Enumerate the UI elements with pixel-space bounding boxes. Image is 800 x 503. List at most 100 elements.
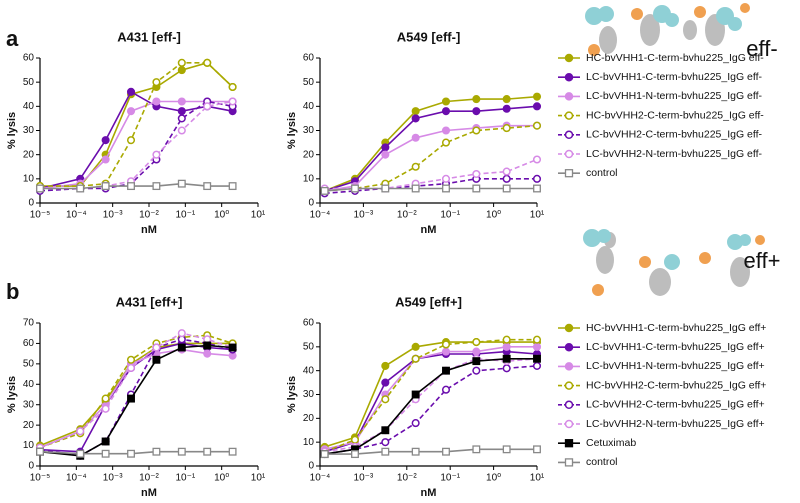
x-tick-label: 10⁰	[486, 473, 501, 484]
y-tick-label: 40	[23, 101, 35, 112]
series-line	[324, 357, 537, 455]
antibody-icons-eff-minus	[585, 3, 750, 56]
y-tick-label: 40	[303, 101, 315, 112]
y-tick-label: 40	[23, 379, 35, 390]
series-line	[39, 90, 233, 190]
data-point	[472, 366, 481, 375]
data-point	[441, 174, 451, 183]
x-tick-label: 10⁻⁴	[310, 473, 331, 484]
data-point	[381, 426, 390, 435]
data-point	[472, 184, 481, 193]
x-tick-label: 10⁻⁴	[66, 210, 87, 221]
data-point	[381, 143, 390, 152]
data-point	[411, 184, 420, 193]
data-point	[76, 449, 85, 458]
data-point	[381, 378, 390, 387]
data-point	[320, 186, 329, 195]
data-point	[177, 126, 186, 135]
y-tick-label: 20	[23, 149, 35, 160]
data-point	[36, 447, 44, 456]
x-tick-label: 10¹	[251, 210, 266, 221]
legend-label: LC-bvVHH1-N-term-bvhu225_IgG eff-	[586, 90, 763, 102]
data-point	[203, 447, 212, 456]
y-tick-label: 50	[303, 341, 315, 352]
legend-marker	[564, 342, 574, 352]
data-point	[228, 343, 237, 352]
series-line	[324, 357, 538, 453]
y-tick-label: 70	[23, 318, 35, 329]
data-point	[177, 58, 186, 67]
legend-label: LC-bvVHH2-C-term-bvhu225_IgG eff-	[586, 129, 763, 141]
legend-label: HC-bvVHH2-C-term-bvhu225_IgG eff+	[586, 379, 766, 391]
series-line	[40, 100, 233, 190]
legend-marker	[564, 458, 574, 467]
series-line	[39, 100, 233, 192]
data-point	[76, 184, 85, 193]
x-tick-label: 10⁻²	[139, 210, 159, 221]
x-tick-label: 10⁻²	[397, 473, 417, 484]
data-point	[177, 66, 186, 75]
legend-label: control	[586, 167, 618, 179]
series-line	[39, 338, 233, 457]
data-point	[228, 182, 237, 191]
series-line	[324, 448, 537, 455]
data-point	[411, 162, 420, 171]
data-point	[441, 385, 451, 394]
legend-marker	[564, 130, 574, 140]
data-point	[502, 124, 511, 133]
y-tick-label: 0	[308, 461, 314, 472]
data-point	[126, 363, 136, 372]
series-line	[324, 187, 537, 192]
data-point	[101, 394, 110, 403]
data-point	[441, 340, 451, 349]
data-point	[203, 349, 212, 358]
x-axis-label: nM	[421, 224, 437, 236]
legend-label: control	[586, 456, 618, 468]
data-point	[101, 136, 110, 145]
y-tick-label: 50	[23, 77, 35, 88]
data-point	[228, 82, 237, 92]
x-tick-label: 10⁻⁵	[30, 473, 51, 484]
x-tick-label: 10¹	[530, 210, 545, 221]
legend-title: eff+	[744, 248, 781, 273]
data-point	[152, 150, 161, 159]
data-point	[441, 138, 451, 147]
legend-marker	[564, 381, 574, 390]
data-point	[472, 107, 481, 116]
x-tick-label: 10⁻²	[397, 210, 417, 221]
data-point	[502, 95, 511, 104]
data-point	[152, 182, 161, 191]
legend-marker	[564, 72, 574, 82]
data-point	[381, 395, 390, 404]
data-point	[76, 427, 85, 436]
data-point	[101, 449, 110, 458]
x-tick-label: 10⁻¹	[175, 473, 195, 484]
y-tick-label: 50	[23, 358, 35, 369]
series-line	[40, 182, 233, 190]
legend-marker	[564, 439, 574, 448]
legend-marker	[564, 419, 574, 429]
data-point	[351, 184, 359, 193]
legend-marker	[564, 92, 574, 101]
x-tick-label: 10⁻³	[103, 210, 123, 221]
x-tick-label: 10⁻³	[103, 473, 123, 484]
y-tick-label: 10	[303, 173, 315, 184]
legend-label: LC-bvVHH2-N-term-bvhu225_IgG eff+	[586, 418, 765, 430]
y-tick-label: 20	[303, 149, 315, 160]
data-point	[126, 107, 136, 116]
y-tick-label: 20	[303, 413, 315, 424]
data-point	[532, 155, 542, 164]
chart-panel: A549 [eff+] nM % lysis eff+ 0 10 20 30 40 50 60 10⁻…	[286, 248, 781, 499]
x-tick-label: 10⁰	[214, 210, 229, 221]
chart-panel: A431 [eff-] nM % lysis a 0 10 20 30 40 50 60 10⁻⁵ 10…	[6, 26, 266, 236]
data-point	[532, 102, 542, 111]
legend-label: LC-bvVHH1-N-term-bvhu225_IgG eff+	[586, 360, 765, 372]
series-line	[39, 332, 233, 449]
series-line	[39, 100, 233, 190]
data-point	[533, 445, 541, 454]
data-point	[101, 404, 110, 413]
data-point	[411, 342, 420, 351]
data-point	[411, 107, 420, 116]
data-point	[502, 104, 511, 113]
legend-label: HC-bvVHH1-C-term-bvhu225_IgG eff+	[586, 322, 766, 334]
